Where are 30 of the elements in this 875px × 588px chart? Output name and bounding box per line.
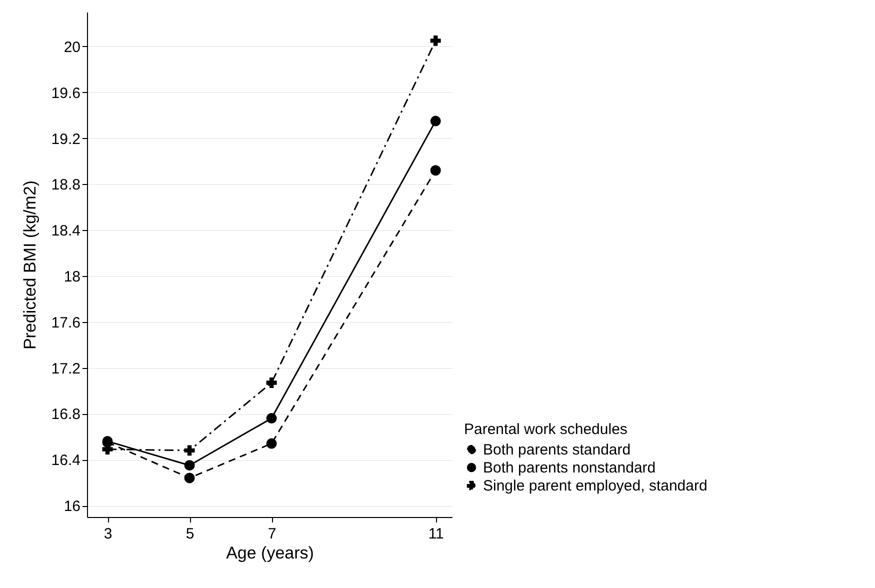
x-tick-label: 5: [186, 526, 194, 542]
y-tick-label: 17.6: [51, 314, 80, 332]
point: [430, 35, 441, 46]
point: [184, 460, 195, 471]
point: [430, 116, 441, 126]
y-tick-label: 19.6: [51, 84, 80, 102]
y-axis-title: Predicted BMI (kg/m2): [20, 180, 40, 350]
x-axis-title: Age (years): [226, 544, 314, 562]
y-tick-label: 16: [64, 498, 80, 516]
legend-label: Single parent employed, standard: [483, 478, 708, 494]
legend-label: Both parents nonstandard: [483, 460, 656, 476]
point: [184, 445, 195, 456]
y-tick-label: 17.2: [51, 360, 80, 378]
point: [266, 438, 277, 449]
y-tick-label: 20: [64, 38, 80, 56]
point: [184, 472, 195, 484]
y-tick-label: 19.2: [51, 130, 80, 148]
y-tick-label: 18.4: [51, 222, 80, 240]
point: [266, 377, 277, 388]
legend-label: Both parents standard: [483, 442, 631, 458]
y-tick-label: 18: [64, 268, 80, 286]
y-tick-label: 18.8: [51, 176, 80, 194]
y-tick-label: 16.8: [51, 406, 80, 424]
x-tick-label: 11: [428, 526, 444, 542]
x-tick-label: 7: [268, 526, 276, 542]
y-tick-label: 16.4: [51, 452, 80, 470]
legend-title: Parental work schedules: [464, 421, 628, 438]
point: [430, 165, 441, 176]
point: [266, 413, 277, 424]
x-tick-label: 3: [104, 526, 112, 542]
